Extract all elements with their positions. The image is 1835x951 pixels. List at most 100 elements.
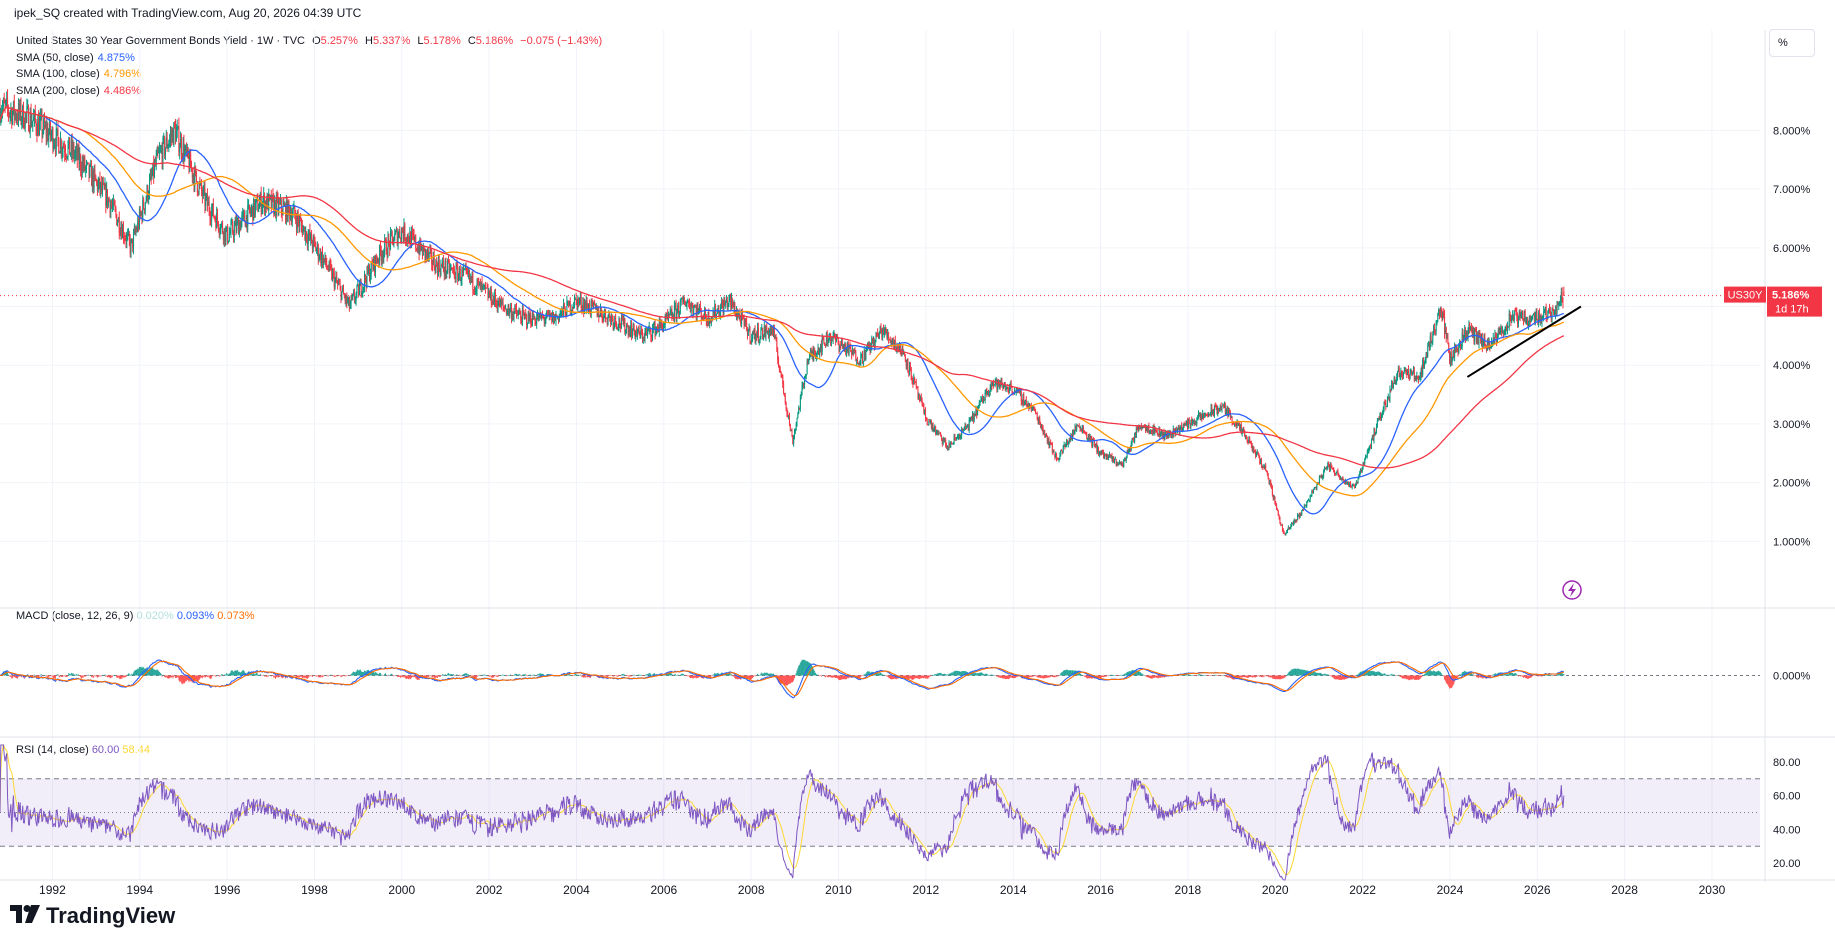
candle-body <box>1522 310 1524 319</box>
candle-body <box>799 396 801 409</box>
percent-scale-button[interactable]: % <box>1769 29 1815 57</box>
candle-body <box>901 348 903 357</box>
candle-body <box>14 112 16 117</box>
candle-body <box>339 284 341 287</box>
candle-body <box>972 413 974 421</box>
candle-body <box>176 127 178 132</box>
candle-body <box>863 350 865 362</box>
candle-body <box>396 229 398 245</box>
candle-body <box>133 233 135 249</box>
candle-body <box>96 181 98 191</box>
candle-body <box>75 147 77 152</box>
macd-histogram-bar <box>862 675 864 676</box>
candle-body <box>80 155 82 170</box>
candle-body <box>1113 459 1115 463</box>
candle-body <box>734 304 736 315</box>
candle-body <box>346 295 348 303</box>
candle-body <box>655 329 657 336</box>
macd-histogram-bar <box>673 675 675 676</box>
candle-body <box>675 305 677 318</box>
candle-body <box>335 277 337 280</box>
candle-body <box>993 384 995 386</box>
candle-body <box>405 239 407 241</box>
candle-body <box>170 134 172 138</box>
candle-body <box>286 199 288 221</box>
candle-body <box>353 293 355 295</box>
candle-body <box>121 228 123 238</box>
candle-body <box>955 437 957 439</box>
candle-body <box>615 316 617 323</box>
candle-body <box>884 327 886 332</box>
candle-body <box>183 143 185 161</box>
candle-body <box>197 192 199 194</box>
candle-body <box>480 282 482 290</box>
macd-histogram-bar <box>383 675 385 676</box>
candle-body <box>290 213 292 219</box>
symbol-legend-row[interactable]: United States 30 Year Government Bonds Y… <box>16 33 606 50</box>
sma200-legend[interactable]: SMA (200, close) 4.486% <box>16 84 142 97</box>
candle-body <box>159 150 161 153</box>
macd-legend[interactable]: MACD (close, 12, 26, 9) 0.020% 0.093% 0.… <box>16 610 255 622</box>
candle-body <box>110 205 112 213</box>
candle-body <box>758 339 760 342</box>
candle-body <box>227 240 229 243</box>
candle-body <box>163 137 165 139</box>
candle-body <box>802 382 804 386</box>
candle-body <box>355 293 357 301</box>
candle-body <box>74 154 76 158</box>
candle-body <box>269 195 271 197</box>
candle-body <box>2 106 4 113</box>
candle-body <box>349 304 351 309</box>
candle-body <box>852 349 854 355</box>
candle-body <box>113 199 115 206</box>
candle-body <box>510 307 512 310</box>
candle-body <box>882 329 884 338</box>
candle-body <box>814 354 816 358</box>
candle-body <box>172 130 174 145</box>
candle-body <box>385 240 387 255</box>
candle-body <box>941 439 943 444</box>
candle-body <box>876 332 878 334</box>
candle-body <box>801 385 803 394</box>
candle-body <box>531 323 533 326</box>
candle-body <box>1003 385 1005 388</box>
candle-body <box>780 371 782 374</box>
candle-body <box>111 205 113 207</box>
candle-body <box>120 228 122 234</box>
candle-body <box>1087 434 1089 438</box>
candle-body <box>612 318 614 327</box>
candle-body <box>154 163 156 177</box>
candle-body <box>631 330 633 337</box>
candle-body <box>671 309 673 318</box>
candle-body <box>575 297 577 300</box>
candle-body <box>823 339 825 343</box>
candle-body <box>513 312 515 318</box>
candle-body <box>367 267 369 274</box>
candle-body <box>919 396 921 402</box>
sma100-legend[interactable]: SMA (100, close) 4.796% <box>16 68 142 80</box>
macd-histogram-bar <box>468 674 470 676</box>
candle-body <box>386 254 388 256</box>
candle-body <box>1048 438 1050 446</box>
candle-body <box>129 240 131 253</box>
candle-body <box>348 297 350 302</box>
candle-body <box>719 315 721 316</box>
candle-body <box>453 269 455 278</box>
candle-body <box>617 326 619 329</box>
candle-body <box>1118 464 1120 466</box>
candle-body <box>407 234 409 241</box>
candle-body <box>666 313 668 319</box>
candle-body <box>715 314 717 317</box>
candle-body <box>826 333 828 343</box>
candle-body <box>659 321 661 325</box>
candle-body <box>219 231 221 233</box>
candle-body <box>967 426 969 430</box>
candle-body <box>512 313 514 318</box>
candle-body <box>65 155 67 157</box>
candle-body <box>422 245 424 256</box>
candle-body <box>1011 387 1013 393</box>
candle-body <box>944 440 946 442</box>
sma50-legend[interactable]: SMA (50, close) 4.875% <box>16 51 135 64</box>
candle-body <box>1033 408 1035 409</box>
